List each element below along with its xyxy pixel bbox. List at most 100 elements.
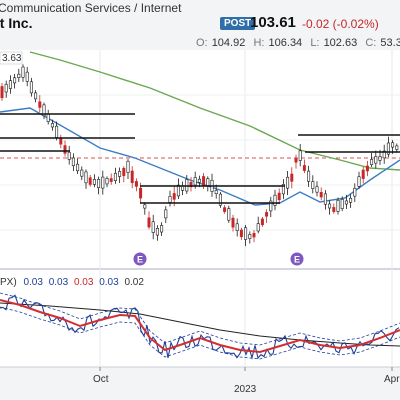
candle-body [232,218,234,227]
candle-body [244,228,246,240]
candle-body [118,171,120,176]
candle-body [349,198,351,202]
candle-body [291,174,293,181]
candle-body [379,156,381,160]
candle-body [39,102,41,108]
peak-price-label: 3.63 [2,53,22,64]
candle-body [110,179,112,182]
indicator-value-3: 0.03 [74,277,94,288]
candle-body [295,159,297,163]
candle-body [55,126,57,137]
candle-body [223,208,225,212]
candle-body [320,192,322,197]
earnings-icon-label: E [137,255,143,265]
candle-body [328,204,330,208]
candle-body [72,158,74,166]
candle-body [240,230,242,237]
candle-body [198,179,200,182]
candle-body [135,181,137,186]
x-tick-label-apr: Apr [384,374,400,385]
candle-body [64,146,66,154]
candle-body [303,165,305,170]
candle-body [274,195,276,205]
indicator-name: PX) [0,277,17,288]
candle-body [156,228,158,235]
candle-body [215,190,217,193]
candle-body [370,159,372,164]
candle-body [324,194,326,204]
candle-body [89,178,91,185]
candle-body [249,234,251,238]
candle-body [68,152,70,159]
candle-body [148,218,150,227]
candle-body [337,200,339,211]
candle-body [13,78,15,83]
candle-body [345,201,347,204]
candle-body [26,72,28,81]
candle-body [366,166,368,171]
candle-body [18,74,20,77]
candle-body [1,86,3,97]
candle-body [228,209,230,221]
candle-body [286,177,288,188]
candle-body [34,93,36,99]
candle-body [202,176,204,186]
candle-body [85,172,87,183]
candle-body [47,114,49,122]
candle-body [312,182,314,189]
candle-body [257,224,259,231]
candle-body [81,170,83,176]
candle-body [144,205,146,208]
candle-body [93,179,95,184]
indicator-value-2: 0.03 [49,277,69,288]
candle-body [391,143,393,147]
candle-body [333,207,335,211]
candle-body [354,188,356,196]
candle-body [60,139,62,145]
candle-body [22,67,24,77]
candle-body [207,179,209,186]
candle-body [307,171,309,181]
candle-body [165,210,167,218]
candle-body [362,170,364,179]
candle-body [160,225,162,232]
candle-body [299,151,301,161]
candle-body [30,82,32,93]
candle-body [253,233,255,237]
candle-body [5,84,7,92]
candle-body [194,177,196,185]
peak-price-tag: 3.63 [0,52,22,64]
x-tick-label-oct: Oct [93,374,109,385]
candle-body [131,171,133,183]
candle-body [123,168,125,175]
candle-body [261,219,263,225]
candle-body [265,212,267,216]
earnings-icon-label: E [294,255,300,265]
indicator-value-4: 0.03 [99,277,119,288]
indicator-value-1: 0.03 [23,277,43,288]
x-axis-strip [0,367,400,400]
candle-body [127,161,129,172]
candle-body [358,177,360,187]
candle-body [173,193,175,199]
candle-body [102,177,104,188]
candle-body [169,196,171,202]
candle-body [114,173,116,180]
candle-body [9,81,11,89]
candle-body [236,224,238,231]
candle-body [139,188,141,198]
candle-body [76,164,78,171]
candle-body [341,199,343,208]
candle-body [278,193,280,200]
indicator-value-5: 0.02 [124,277,144,288]
candle-body [375,156,377,163]
candle-body [51,124,53,127]
candle-body [396,146,398,150]
candle-body [106,178,108,183]
candle-body [97,179,99,187]
price-panel [0,50,400,268]
candle-body [316,187,318,192]
x-tick-label-2023: 2023 [234,384,257,395]
